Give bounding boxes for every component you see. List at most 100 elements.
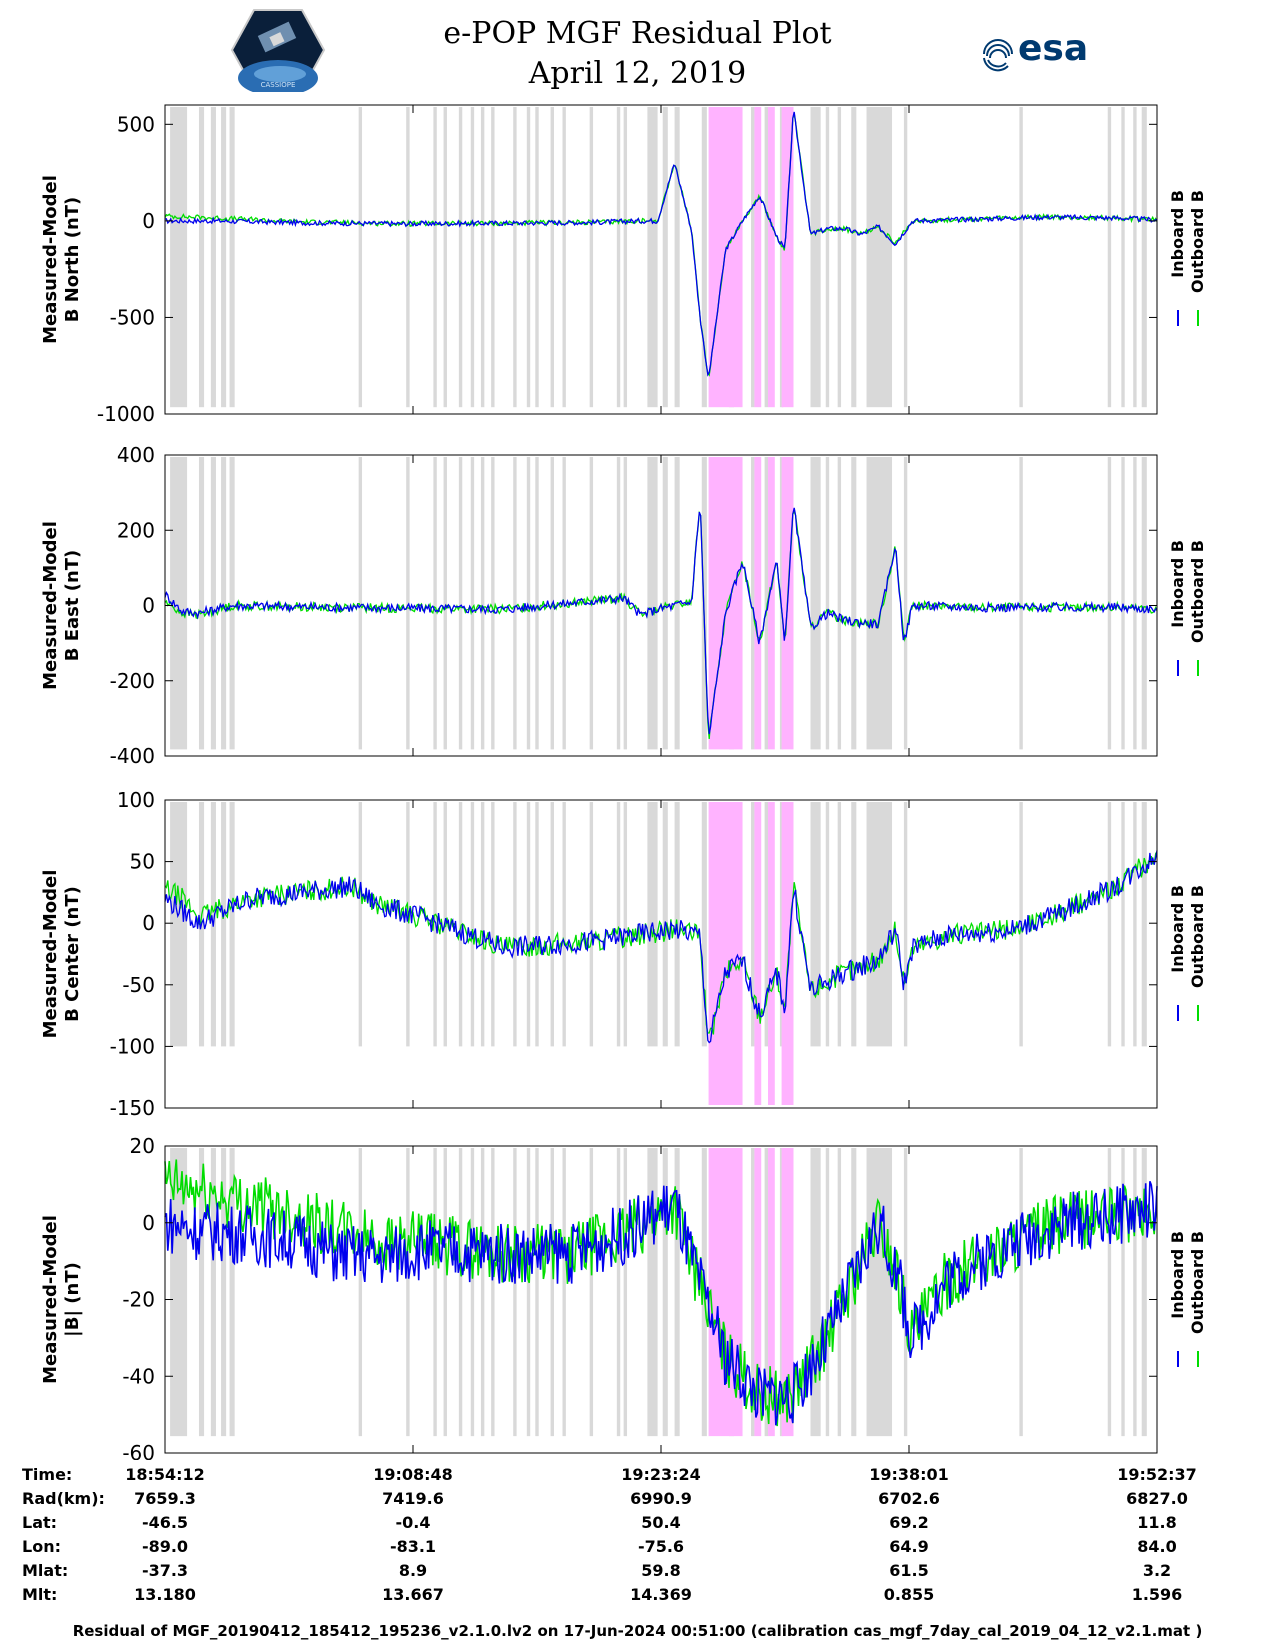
gray-quality-band [358,107,363,408]
info-cell: 18:54:12 [125,1465,205,1484]
gray-quality-band [526,802,531,1047]
panel-b-east: 400 200 0 -200 -400 Measured-ModelB East (nT)… [40,443,1207,768]
gray-quality-band [480,1148,485,1437]
pink-event-band [754,107,762,408]
y-tick-label: 500 [117,112,155,136]
legend-label: Inboard B [1168,540,1187,628]
y-axis-label-line1: Measured-Model [40,1215,61,1384]
y-tick-label: 0 [142,1211,155,1235]
info-row-label: Rad(km): [22,1489,105,1508]
gray-quality-band [589,1148,594,1437]
pink-event-band [768,457,775,750]
gray-quality-band [616,107,621,408]
gray-quality-band [903,457,908,750]
pink-event-band [781,1148,794,1437]
gray-quality-band [470,457,475,750]
pink-event-band [768,802,775,1105]
y-tick-label: -60 [122,1441,155,1460]
gray-quality-band [358,1148,363,1437]
gray-quality-band [837,107,842,408]
gray-quality-band [170,107,188,408]
gray-quality-band [406,107,410,408]
gray-quality-band [1133,107,1137,408]
gray-quality-band [406,457,410,750]
plot-title: e-POP MGF Residual Plot [443,16,832,51]
gray-quality-band [825,457,830,750]
y-tick-label: 20 [130,1134,155,1158]
info-cell: 13.667 [382,1585,444,1604]
gray-quality-band [458,457,463,750]
info-cell: 6990.9 [630,1489,692,1508]
info-row-label: Time: [22,1465,73,1484]
legend-label: Outboard B [1188,885,1207,988]
pink-event-band [708,1148,743,1437]
info-row: Rad(km): 7659.3 7419.6 6990.9 6702.6 6827.0 [0,1489,1275,1513]
gray-quality-band [480,457,485,750]
info-cell: 19:52:37 [1117,1465,1197,1484]
gray-quality-band [358,457,363,750]
legend-label: Outboard B [1188,1231,1207,1334]
plot-frame [164,799,1158,1109]
gray-quality-band [562,1148,566,1437]
gray-quality-band [443,1148,447,1437]
y-tick-label: 0 [142,911,155,935]
gray-quality-band [221,457,227,750]
pink-event-band [781,802,794,1105]
gray-quality-band [1121,1148,1125,1437]
gray-quality-band [903,802,908,1047]
gray-quality-band [1133,457,1137,750]
gray-quality-band [851,802,857,1047]
gray-quality-band [210,107,216,408]
gray-quality-band [866,1148,893,1437]
pink-event-band [708,802,743,1105]
info-cell: 3.2 [1142,1561,1172,1580]
gray-quality-band [810,802,821,1047]
y-axis-label: Measured-ModelB North (nT) [40,175,83,344]
gray-quality-band [1019,1148,1023,1437]
plot-title-block: e-POP MGF Residual Plot April 12, 2019 [0,14,1275,94]
pink-event-band [768,107,775,408]
gray-quality-band [458,802,463,1047]
gray-quality-band [433,802,437,1047]
legend-label: Inboard B [1168,190,1187,278]
gray-quality-band [210,457,216,750]
gray-quality-band [550,802,554,1047]
cassiope-mission-logo: CASSIOPE [230,9,326,92]
pink-event-band [754,457,762,750]
info-cell: 64.9 [889,1537,929,1556]
info-cell: 0.855 [883,1585,935,1604]
plot-frame [164,104,1158,415]
gray-quality-band [623,457,628,750]
gray-quality-band [221,107,227,408]
gray-quality-band [751,1148,755,1437]
gray-quality-band [229,1148,235,1437]
series-inboard-line [164,1181,1158,1426]
gray-quality-band [470,1148,475,1437]
gray-quality-band [616,1148,621,1437]
gray-quality-band [550,107,554,408]
gray-quality-band [221,1148,227,1437]
legend: Inboard B Outboard B [1168,540,1207,676]
footer-caption: Residual of MGF_20190412_185412_195236_v… [72,1622,1203,1640]
gray-quality-band [513,802,517,1047]
series-inboard-line [164,507,1158,735]
series-inboard-line [164,850,1158,1044]
y-axis-label: Measured-Model|B| (nT) [40,1215,83,1384]
panel-b-center: 100 50 0 -50 -100 -150 Measured-ModelB Center … [40,788,1207,1120]
gray-quality-band [1107,802,1112,1047]
gray-quality-band [535,802,539,1047]
plot-date: April 12, 2019 [528,56,747,91]
info-cell: 7659.3 [134,1489,196,1508]
gray-quality-band [1019,107,1023,408]
gray-quality-band [851,107,857,408]
gray-quality-band [170,802,188,1047]
gray-quality-band [443,457,447,750]
gray-quality-band [458,107,463,408]
gray-quality-band [866,457,893,750]
info-cell: 19:38:01 [869,1465,949,1484]
gray-quality-band [358,802,363,1047]
info-row: Lat: -46.5 -0.4 50.4 69.2 11.8 [0,1513,1275,1537]
gray-quality-band [764,457,769,750]
y-tick-label: -1000 [97,402,155,426]
gray-quality-band [470,107,475,408]
